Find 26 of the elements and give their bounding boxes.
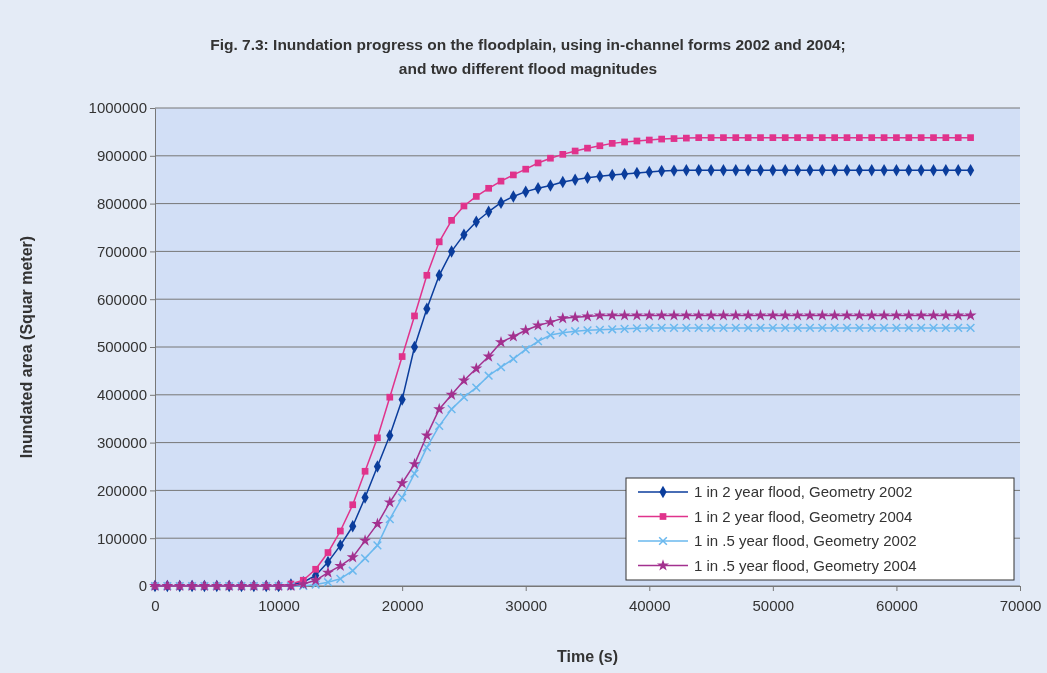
chart-title: Fig. 7.3: Inundation progress on the floodplain, using in-channel forms 2002 and 2004; and two different flood magnitudes — [210, 36, 846, 77]
x-tick-label: 50000 — [752, 596, 795, 614]
x-tick-label: 60000 — [876, 596, 918, 614]
y-tick-label: 100000 — [96, 529, 147, 547]
y-tick-label: 900000 — [96, 147, 147, 165]
y-tick-label: 200000 — [96, 481, 147, 499]
legend-label: 1 in 2 year flood, Geometry 2002 — [694, 483, 913, 500]
y-axis-title: Inundated area (Squar meter) — [18, 235, 35, 459]
legend-label: 1 in .5 year flood, Geometry 2002 — [694, 532, 917, 549]
x-tick-label: 0 — [151, 596, 160, 614]
y-tick-label: 500000 — [96, 338, 147, 356]
x-tick-label: 40000 — [628, 596, 671, 614]
y-tick-label: 700000 — [96, 242, 147, 260]
x-tick-label: 70000 — [999, 596, 1042, 614]
y-tick-label: 400000 — [96, 386, 147, 404]
y-tick-label: 800000 — [96, 194, 147, 212]
y-tick-label: 0 — [138, 577, 147, 595]
legend-label: 1 in .5 year flood, Geometry 2004 — [694, 556, 917, 574]
x-axis-title: Time (s) — [556, 648, 619, 665]
x-tick-label: 20000 — [381, 596, 424, 614]
legend-label: 1 in 2 year flood, Geometry 2004 — [694, 507, 913, 525]
y-tick-label: 600000 — [96, 290, 147, 308]
x-tick-label: 10000 — [258, 596, 300, 614]
x-tick-label: 30000 — [505, 596, 548, 614]
y-tick-label: 300000 — [96, 433, 147, 451]
y-tick-label: 1000000 — [88, 99, 147, 117]
